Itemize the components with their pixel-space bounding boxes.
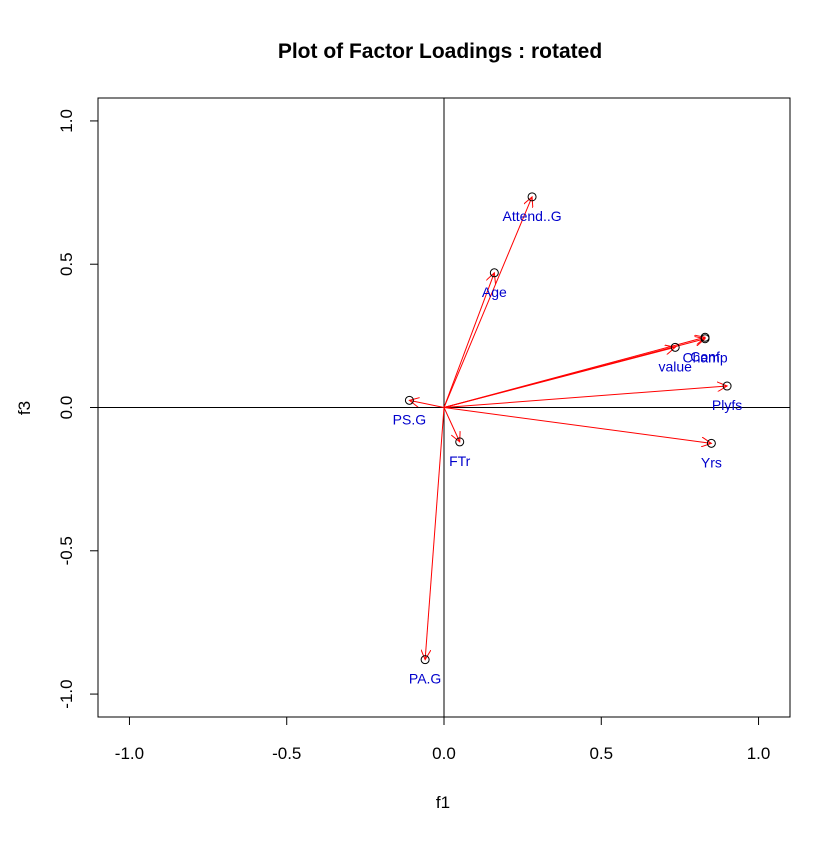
point-ftr (455, 437, 465, 447)
x-axis-title: f1 (436, 793, 450, 812)
label-pa-g: PA.G (409, 671, 441, 687)
label-plyfs: Plyfs (712, 397, 742, 413)
label-yrs: Yrs (701, 454, 722, 470)
point-plyfs (722, 381, 732, 391)
label-ftr: FTr (449, 453, 471, 469)
label-age: Age (482, 284, 507, 300)
label-value: value (658, 358, 692, 374)
y-axis-title: f3 (15, 401, 34, 415)
loading-arrows (409, 197, 727, 660)
y-axis: -1.0 -0.5 0.0 0.5 1.0 (57, 109, 99, 709)
arrow-yrs (443, 407, 711, 444)
point-value (670, 342, 680, 352)
point-pa-g (420, 655, 430, 665)
x-tick-label: 1.0 (747, 744, 771, 763)
arrow-pa-g (425, 407, 445, 660)
x-tick-label: -1.0 (115, 744, 144, 763)
y-tick-label: -0.5 (57, 536, 76, 565)
point-conf (700, 332, 710, 342)
point-yrs (706, 438, 716, 448)
point-attend-g (527, 192, 537, 202)
y-tick-label: 1.0 (57, 109, 76, 133)
y-tick-label: 0.5 (57, 252, 76, 276)
arrow-plyfs (443, 386, 727, 408)
arrow-attend-g (443, 197, 532, 408)
arrow-value (443, 347, 675, 408)
arrow-age (443, 273, 494, 408)
x-axis: -1.0 -0.5 0.0 0.5 1.0 (115, 716, 771, 763)
chart-title: Plot of Factor Loadings : rotated (278, 40, 602, 63)
x-tick-label: -0.5 (272, 744, 301, 763)
label-attend-g: Attend..G (502, 208, 561, 224)
label-champ: Champ (683, 350, 728, 366)
x-tick-label: 0.0 (432, 744, 456, 763)
y-tick-label: 0.0 (57, 396, 76, 420)
point-age (489, 268, 499, 278)
arrow-ftr (443, 407, 460, 442)
point-ps-g (404, 395, 414, 405)
arrow-ps-g (409, 400, 445, 408)
label-ps-g: PS.G (393, 411, 426, 427)
label-conf: Conf (690, 348, 720, 364)
loading-points (404, 192, 732, 665)
x-tick-label: 0.5 (589, 744, 613, 763)
y-tick-label: -1.0 (57, 679, 76, 708)
